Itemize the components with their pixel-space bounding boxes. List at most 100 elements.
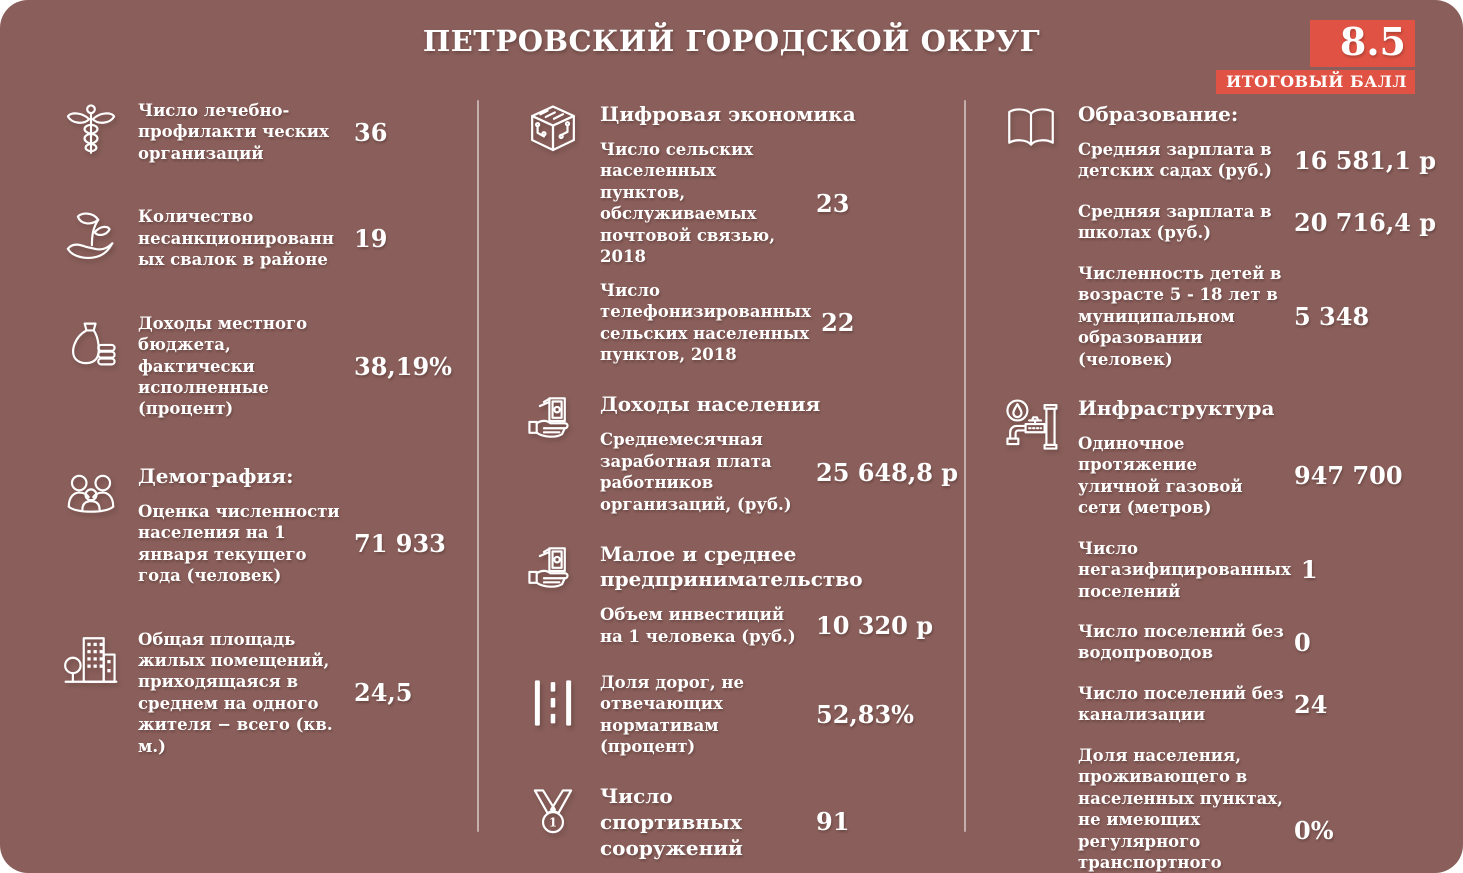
stat-label: Объем инвестиций на 1 человека (руб.): [600, 605, 796, 646]
section-header: Инфраструктура: [1078, 395, 1275, 420]
stat-value: 22: [821, 308, 855, 337]
stat-section: Доля дорог, не отвечающих нормативам (пр…: [524, 672, 934, 758]
section-content: Инфраструктура Одиночное протяжение улич…: [1078, 394, 1414, 873]
stat-label: Количество несанкционированн ых свалок в…: [138, 207, 334, 270]
stat-section: Цифровая экономика Число сельских населе…: [524, 100, 934, 365]
sprout-hand-icon: [62, 208, 126, 266]
column-left: Число лечебно-профилакти ческих организа…: [62, 100, 452, 799]
stat-row: Число поселений без водопроводов 0: [1078, 621, 1414, 664]
stat-label: Численность детей в возрасте 5 - 18 лет …: [1078, 263, 1282, 369]
stat-label: Доля дорог, не отвечающих нормативам (пр…: [600, 673, 744, 757]
stat-value: 10 320 р: [816, 611, 933, 641]
stat-rows: Средняя зарплата в детских садах (руб.) …: [1078, 139, 1436, 370]
stat-section: Доходы местного бюджета, фактически испо…: [62, 313, 452, 420]
section-content: Число лечебно-профилакти ческих организа…: [138, 100, 444, 164]
stat-value: 71 933: [354, 529, 446, 559]
stat-value: 0%: [1294, 816, 1334, 845]
stat-section: Малое и среднее предпринимательство Объе…: [524, 540, 934, 647]
stat-section: Образование: Средняя зарплата в детских …: [1002, 100, 1436, 370]
page-title: ПЕТРОВСКИЙ ГОРОДСКОЙ ОКРУГ: [422, 24, 1041, 58]
section-content: Доля дорог, не отвечающих нормативам (пр…: [600, 672, 934, 758]
section-content: Общая площадь жилых помещений, приходяща…: [138, 629, 444, 758]
stat-row: Объем инвестиций на 1 человека (руб.) 10…: [600, 604, 934, 647]
stat-section: Количество несанкционированн ых свалок в…: [62, 206, 444, 270]
open-book-icon: [1002, 102, 1066, 160]
score-label: ИТОГОВЫЙ БАЛЛ: [1216, 70, 1415, 95]
stat-row: Количество несанкционированн ых свалок в…: [138, 206, 444, 270]
medal-icon: 1: [524, 785, 588, 843]
section-content: Малое и среднее предпринимательство Объе…: [600, 540, 934, 647]
stat-label: Число спортивных сооружений: [600, 783, 743, 860]
stat-rows: Число сельских населенных пунктов, обслу…: [600, 139, 934, 365]
stat-row: Общая площадь жилых помещений, приходяща…: [138, 629, 444, 758]
stat-label: Доходы местного бюджета, фактически испо…: [138, 313, 308, 419]
stat-rows: Среднемесячная заработная плата работник…: [600, 429, 958, 515]
stat-row: Средняя зарплата в детских садах (руб.) …: [1078, 139, 1436, 182]
section-header: Цифровая экономика: [600, 102, 856, 126]
digital-cube-icon: [524, 102, 588, 160]
stat-value: 5 348: [1294, 301, 1370, 331]
stat-label: Среднемесячная заработная плата работник…: [600, 430, 792, 514]
stat-rows: Одиночное протяжение уличной газовой сет…: [1078, 433, 1414, 873]
section-content: Доходы местного бюджета, фактически испо…: [138, 313, 452, 420]
stat-row: Среднемесячная заработная плата работник…: [600, 429, 958, 515]
stat-section: Общая площадь жилых помещений, приходяща…: [62, 629, 444, 758]
stat-rows: Количество несанкционированн ых свалок в…: [138, 206, 444, 270]
stat-rows: Оценка численности населения на 1 января…: [138, 501, 446, 587]
stat-label: Оценка численности населения на 1 января…: [138, 501, 340, 586]
stat-value: 23: [816, 188, 850, 218]
stat-row: Численность детей в возрасте 5 - 18 лет …: [1078, 263, 1414, 370]
stat-value: 947 700: [1294, 461, 1403, 491]
section-header: Образование:: [1078, 102, 1239, 126]
stat-row: Число спортивных сооружений 91: [600, 783, 934, 861]
svg-text:1: 1: [549, 815, 557, 829]
stat-section: 1 Число спортивных сооружений 91: [524, 783, 934, 861]
stat-label: Одиночное протяжение уличной газовой сет…: [1078, 433, 1243, 518]
stat-value: 0: [1294, 627, 1311, 657]
stat-rows: Общая площадь жилых помещений, приходяща…: [138, 629, 444, 758]
building-tree-icon: [62, 631, 126, 689]
column-divider: [477, 100, 479, 832]
section-header: Малое и среднее предпринимательство: [600, 542, 863, 592]
column-middle: Цифровая экономика Число сельских населе…: [524, 100, 958, 873]
final-score-badge: 8.5 ИТОГОВЫЙ БАЛЛ: [1216, 20, 1415, 95]
section-header: Доходы населения: [600, 392, 821, 417]
people-icon: [62, 464, 126, 522]
stat-label: Число поселений без канализации: [1078, 683, 1284, 725]
road-icon: [524, 674, 588, 732]
stat-row: Число лечебно-профилакти ческих организа…: [138, 100, 444, 164]
section-content: Демография: Оценка численности населения…: [138, 462, 446, 587]
stat-row: Число телефонизированных сельских населе…: [600, 280, 934, 366]
stat-rows: Число спортивных сооружений 91: [600, 783, 934, 861]
stat-section: Доходы населения Среднемесячная заработн…: [524, 390, 958, 515]
score-value: 8.5: [1309, 20, 1415, 67]
stat-value: 16 581,1 р: [1294, 145, 1437, 175]
section-header: Демография:: [138, 463, 294, 488]
stat-value: 38,19%: [354, 351, 452, 381]
section-content: Количество несанкционированн ых свалок в…: [138, 206, 444, 270]
stat-section: Демография: Оценка численности населения…: [62, 462, 446, 587]
money-bag-icon: [62, 315, 126, 373]
stat-rows: Число лечебно-профилакти ческих организа…: [138, 100, 444, 164]
stat-label: Общая площадь жилых помещений, приходяща…: [138, 629, 333, 756]
stat-row: Число поселений без канализации 24: [1078, 683, 1414, 726]
stat-value: 36: [354, 117, 388, 147]
stat-rows: Объем инвестиций на 1 человека (руб.) 10…: [600, 604, 934, 647]
column-right: Образование: Средняя зарплата в детских …: [1002, 100, 1436, 873]
section-content: Цифровая экономика Число сельских населе…: [600, 100, 934, 365]
faucet-pipes-icon: [1002, 396, 1066, 454]
stat-value: 1: [1300, 555, 1318, 585]
stat-value: 25 648,8 р: [816, 457, 959, 487]
stat-rows: Доходы местного бюджета, фактически испо…: [138, 313, 452, 420]
stat-label: Число лечебно-профилакти ческих организа…: [138, 101, 329, 163]
money-hand-icon: [524, 542, 588, 600]
stat-row: Число сельских населенных пунктов, обслу…: [600, 139, 934, 268]
stat-label: Средняя зарплата в школах (руб.): [1078, 201, 1272, 243]
column-divider: [964, 100, 966, 832]
section-content: Доходы населения Среднемесячная заработн…: [600, 390, 958, 515]
stat-section: Число лечебно-профилакти ческих организа…: [62, 100, 444, 164]
stat-value: 24,5: [354, 678, 413, 708]
stat-value: 52,83%: [816, 700, 914, 730]
